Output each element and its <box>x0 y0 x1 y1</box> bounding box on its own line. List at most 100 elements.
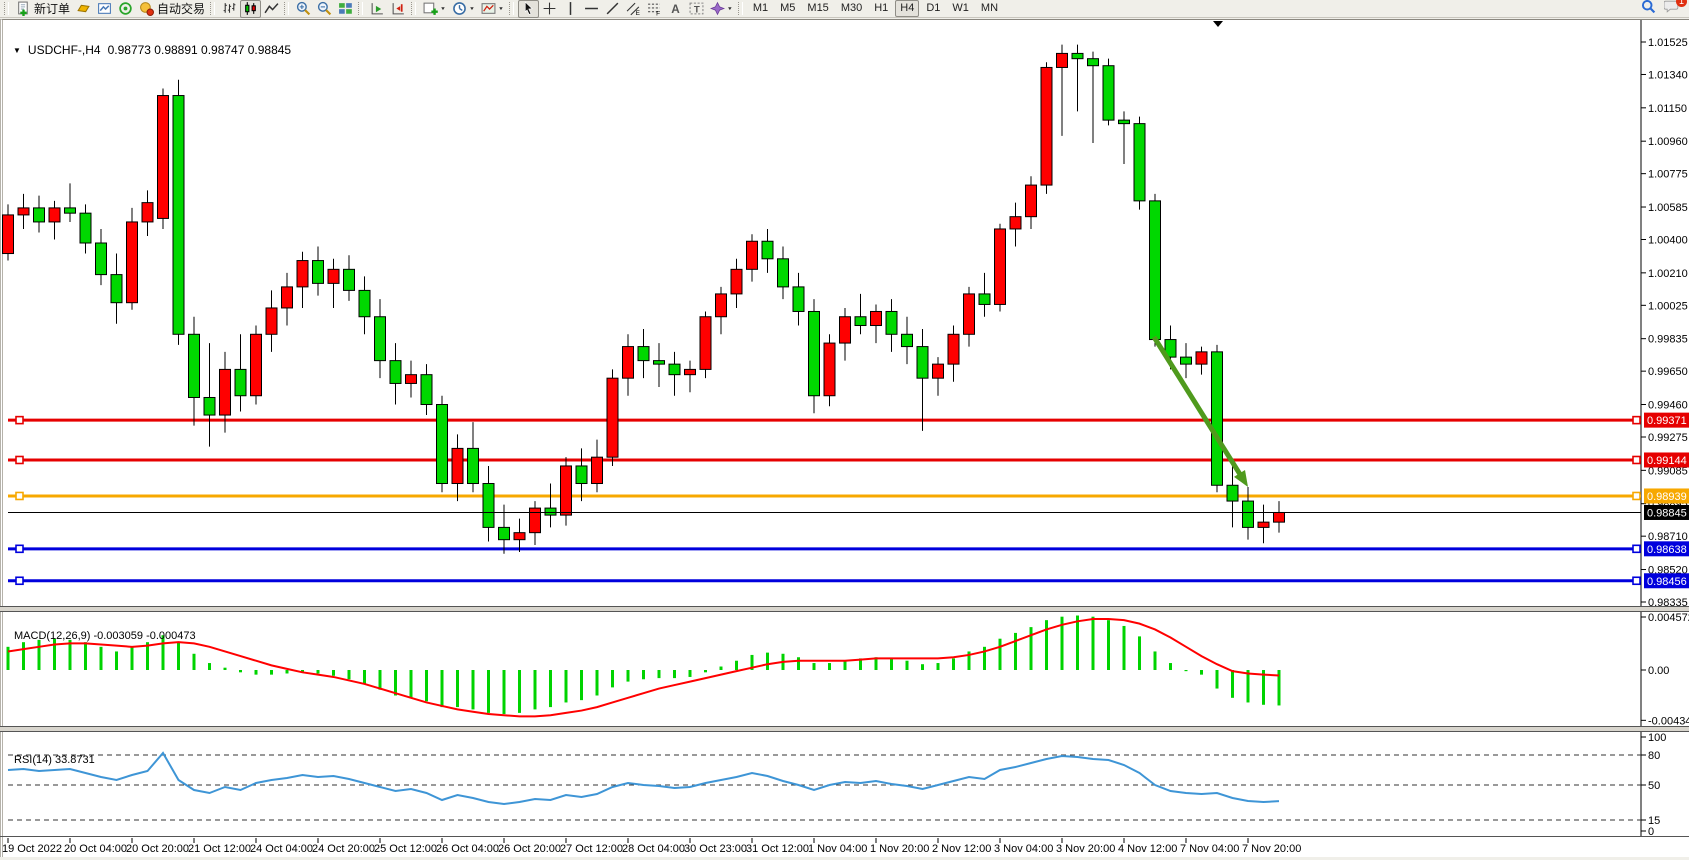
timeframe-w1-button[interactable]: W1 <box>952 2 969 14</box>
timeframe-m30-button[interactable]: M30 <box>840 2 863 14</box>
timeframe-h1-button[interactable]: H1 <box>874 2 889 14</box>
timeframe-d1-button[interactable]: D1 <box>926 2 941 14</box>
timeframe-m5-button[interactable]: M5 <box>780 2 796 14</box>
arrows-button[interactable]: ▼ <box>707 0 736 18</box>
timeframe-h4-button[interactable]: H4 <box>895 0 920 17</box>
macd-histogram-bar <box>316 670 320 674</box>
trend-arrow[interactable] <box>1151 335 1245 480</box>
hline-handle[interactable] <box>15 544 24 554</box>
candle <box>808 310 820 397</box>
cursor-button[interactable] <box>517 0 539 18</box>
macd-histogram-bar <box>859 658 862 670</box>
text-label-button[interactable]: T <box>686 0 707 18</box>
hline-handle[interactable] <box>1632 576 1641 586</box>
price-tick-label: 0.99835 <box>1648 334 1688 346</box>
svg-text:F: F <box>656 10 660 16</box>
market-button[interactable] <box>73 0 94 18</box>
templates-button[interactable]: ▼ <box>478 0 507 18</box>
signals-button[interactable] <box>115 0 136 18</box>
candle <box>33 207 45 223</box>
macd-histogram-bar <box>487 670 490 713</box>
macd-histogram-bar <box>797 657 800 670</box>
price-tick-label: 1.01150 <box>1648 103 1687 115</box>
time-tick-label: 19 Oct 2022 <box>2 843 62 855</box>
chart-window: ▼ USDCHF-,H4 0.98773 0.98891 0.98747 0.9… <box>0 19 1689 857</box>
svg-text:E: E <box>636 10 640 16</box>
macd-histogram-bar <box>378 670 382 690</box>
zoom-out-button[interactable] <box>314 0 335 18</box>
chart-shift-marker[interactable] <box>1213 21 1223 27</box>
hline-handle[interactable] <box>1632 544 1641 554</box>
text-button[interactable]: A <box>665 0 686 18</box>
toolbar-grip <box>508 2 514 15</box>
auto-trading-button[interactable]: 自动交易 <box>136 0 208 18</box>
text-icon: A <box>668 1 683 16</box>
toolbar-grip <box>737 2 743 15</box>
equidistant-channel-button[interactable]: E <box>623 0 644 18</box>
chart-canvas[interactable]: 1.01525 1.01340 1.01150 1.00960 1.00775 1.005… <box>0 19 1689 857</box>
candle <box>141 202 154 223</box>
bar-chart-button[interactable] <box>219 0 240 18</box>
hline-handle[interactable] <box>15 576 24 586</box>
hline-handle[interactable] <box>15 491 24 501</box>
candle <box>110 274 123 304</box>
toolbar-group-windows: ▼ ▼ ▼ <box>420 0 507 18</box>
candle <box>963 293 975 335</box>
candle <box>358 289 371 318</box>
vertical-line-button[interactable] <box>560 0 581 18</box>
notification-badge: 1 <box>1676 0 1687 7</box>
rsi-axis-label: 100 <box>1648 732 1666 744</box>
candle <box>2 214 14 255</box>
auto-scroll-button[interactable] <box>367 0 388 18</box>
macd-histogram-bar <box>1060 616 1064 670</box>
chart-candles-icon <box>243 1 258 16</box>
horizontal-line-button[interactable] <box>581 0 602 18</box>
time-tick-label: 4 Nov 12:00 <box>1118 843 1177 855</box>
macd-histogram-bar <box>1014 632 1017 670</box>
macd-histogram-bar <box>254 670 258 675</box>
tile-windows-button[interactable] <box>335 0 356 18</box>
macd-histogram-bar <box>952 658 955 670</box>
charts-profile-button[interactable] <box>94 0 115 18</box>
hline-handle[interactable] <box>1632 415 1641 425</box>
candlestick-chart-button[interactable] <box>240 0 262 18</box>
fibonacci-button[interactable]: F <box>644 0 665 18</box>
timeframe-m15-button[interactable]: M15 <box>807 2 829 14</box>
line-chart-button[interactable] <box>261 0 282 18</box>
macd-histogram-bar <box>657 670 661 679</box>
timeframe-mn-button[interactable]: MN <box>980 2 999 14</box>
macd-histogram-bar <box>192 653 196 670</box>
price-label: 0.98845 <box>1644 504 1689 520</box>
chart-shift-button[interactable] <box>388 0 409 18</box>
macd-histogram-bar <box>1153 651 1157 670</box>
macd-histogram-bar <box>1107 620 1110 670</box>
hline-handle[interactable] <box>15 415 24 425</box>
candle <box>777 258 789 288</box>
candle <box>1087 58 1099 67</box>
crosshair-button[interactable] <box>539 0 560 18</box>
chevron-down-icon: ▼ <box>440 6 446 11</box>
rsi-axis-label: 50 <box>1648 780 1660 792</box>
macd-histogram-bar <box>626 670 630 682</box>
price-tick-label: 0.98335 <box>1648 597 1688 609</box>
timeframe-m1-button[interactable]: M1 <box>752 2 769 14</box>
trendline-button[interactable] <box>602 0 623 18</box>
notifications-button[interactable]: 1 <box>1663 0 1687 19</box>
search-icon[interactable] <box>1641 0 1656 19</box>
macd-histogram-bar <box>1076 615 1079 670</box>
new-chart-button[interactable]: ▼ <box>420 0 449 18</box>
time-tick-label: 1 Nov 04:00 <box>808 843 867 855</box>
new-order-button[interactable]: 新订单 <box>13 0 73 18</box>
zoom-in-button[interactable] <box>293 0 314 18</box>
candle <box>854 316 867 327</box>
equidistant-channel-icon: E <box>626 1 641 16</box>
hline-handle[interactable] <box>1632 455 1641 465</box>
periods-button[interactable]: ▼ <box>449 0 478 18</box>
macd-histogram-bar <box>595 670 599 696</box>
collapse-triangle-icon[interactable]: ▼ <box>13 45 21 55</box>
hline-handle[interactable] <box>1632 491 1641 501</box>
hline-handle[interactable] <box>15 455 24 465</box>
time-tick-label: 26 Oct 20:00 <box>498 843 561 855</box>
candle <box>343 268 355 291</box>
